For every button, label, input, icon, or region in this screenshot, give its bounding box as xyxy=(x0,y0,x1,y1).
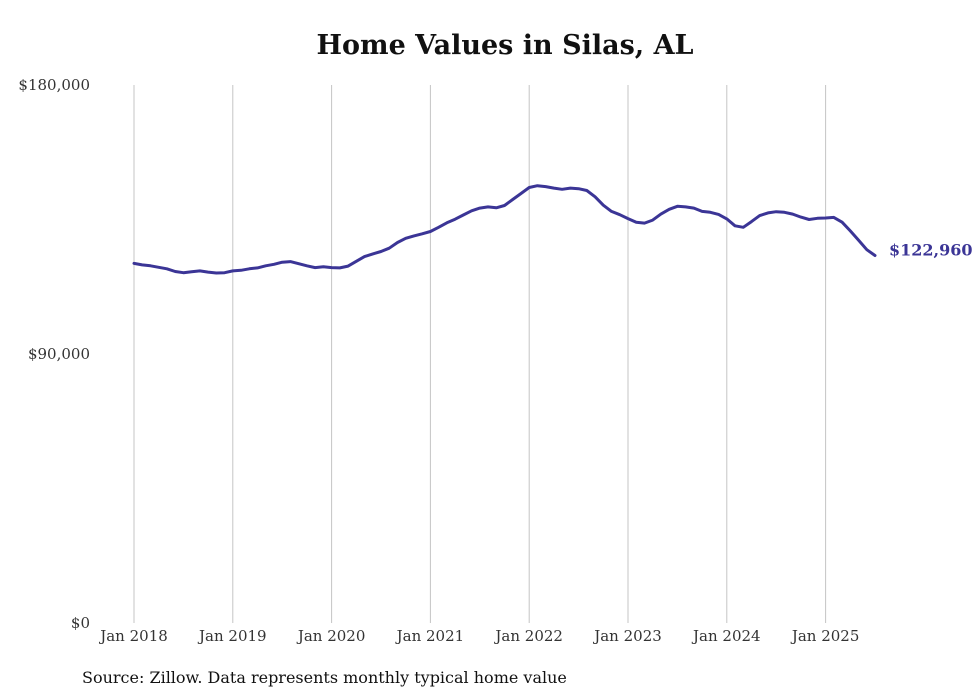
source-note: Source: Zillow. Data represents monthly … xyxy=(82,668,567,687)
axis-ticks: Jan 2018 Jan 2019 Jan 2020 Jan 2021 Jan 2022… xyxy=(18,76,859,645)
y-tick-label: $90,000 xyxy=(28,345,90,363)
series-layer: $122,960 xyxy=(132,184,973,275)
x-tick-label: Jan 2025 xyxy=(790,627,860,645)
x-tick-label: Jan 2023 xyxy=(592,627,662,645)
x-tick-label: Jan 2019 xyxy=(197,627,267,645)
x-tick-label: Jan 2024 xyxy=(691,627,761,645)
end-value-label: $122,960 xyxy=(889,240,973,259)
x-tick-label: Jan 2020 xyxy=(296,627,366,645)
x-tick-label: Jan 2022 xyxy=(493,627,563,645)
x-tick-label: Jan 2018 xyxy=(98,627,168,645)
y-tick-label: $0 xyxy=(71,614,90,632)
y-tick-label: $180,000 xyxy=(18,76,90,94)
x-tick-label: Jan 2021 xyxy=(395,627,465,645)
grid-lines xyxy=(133,85,827,623)
chart-title: Home Values in Silas, AL xyxy=(316,30,694,61)
series-line xyxy=(132,184,877,275)
